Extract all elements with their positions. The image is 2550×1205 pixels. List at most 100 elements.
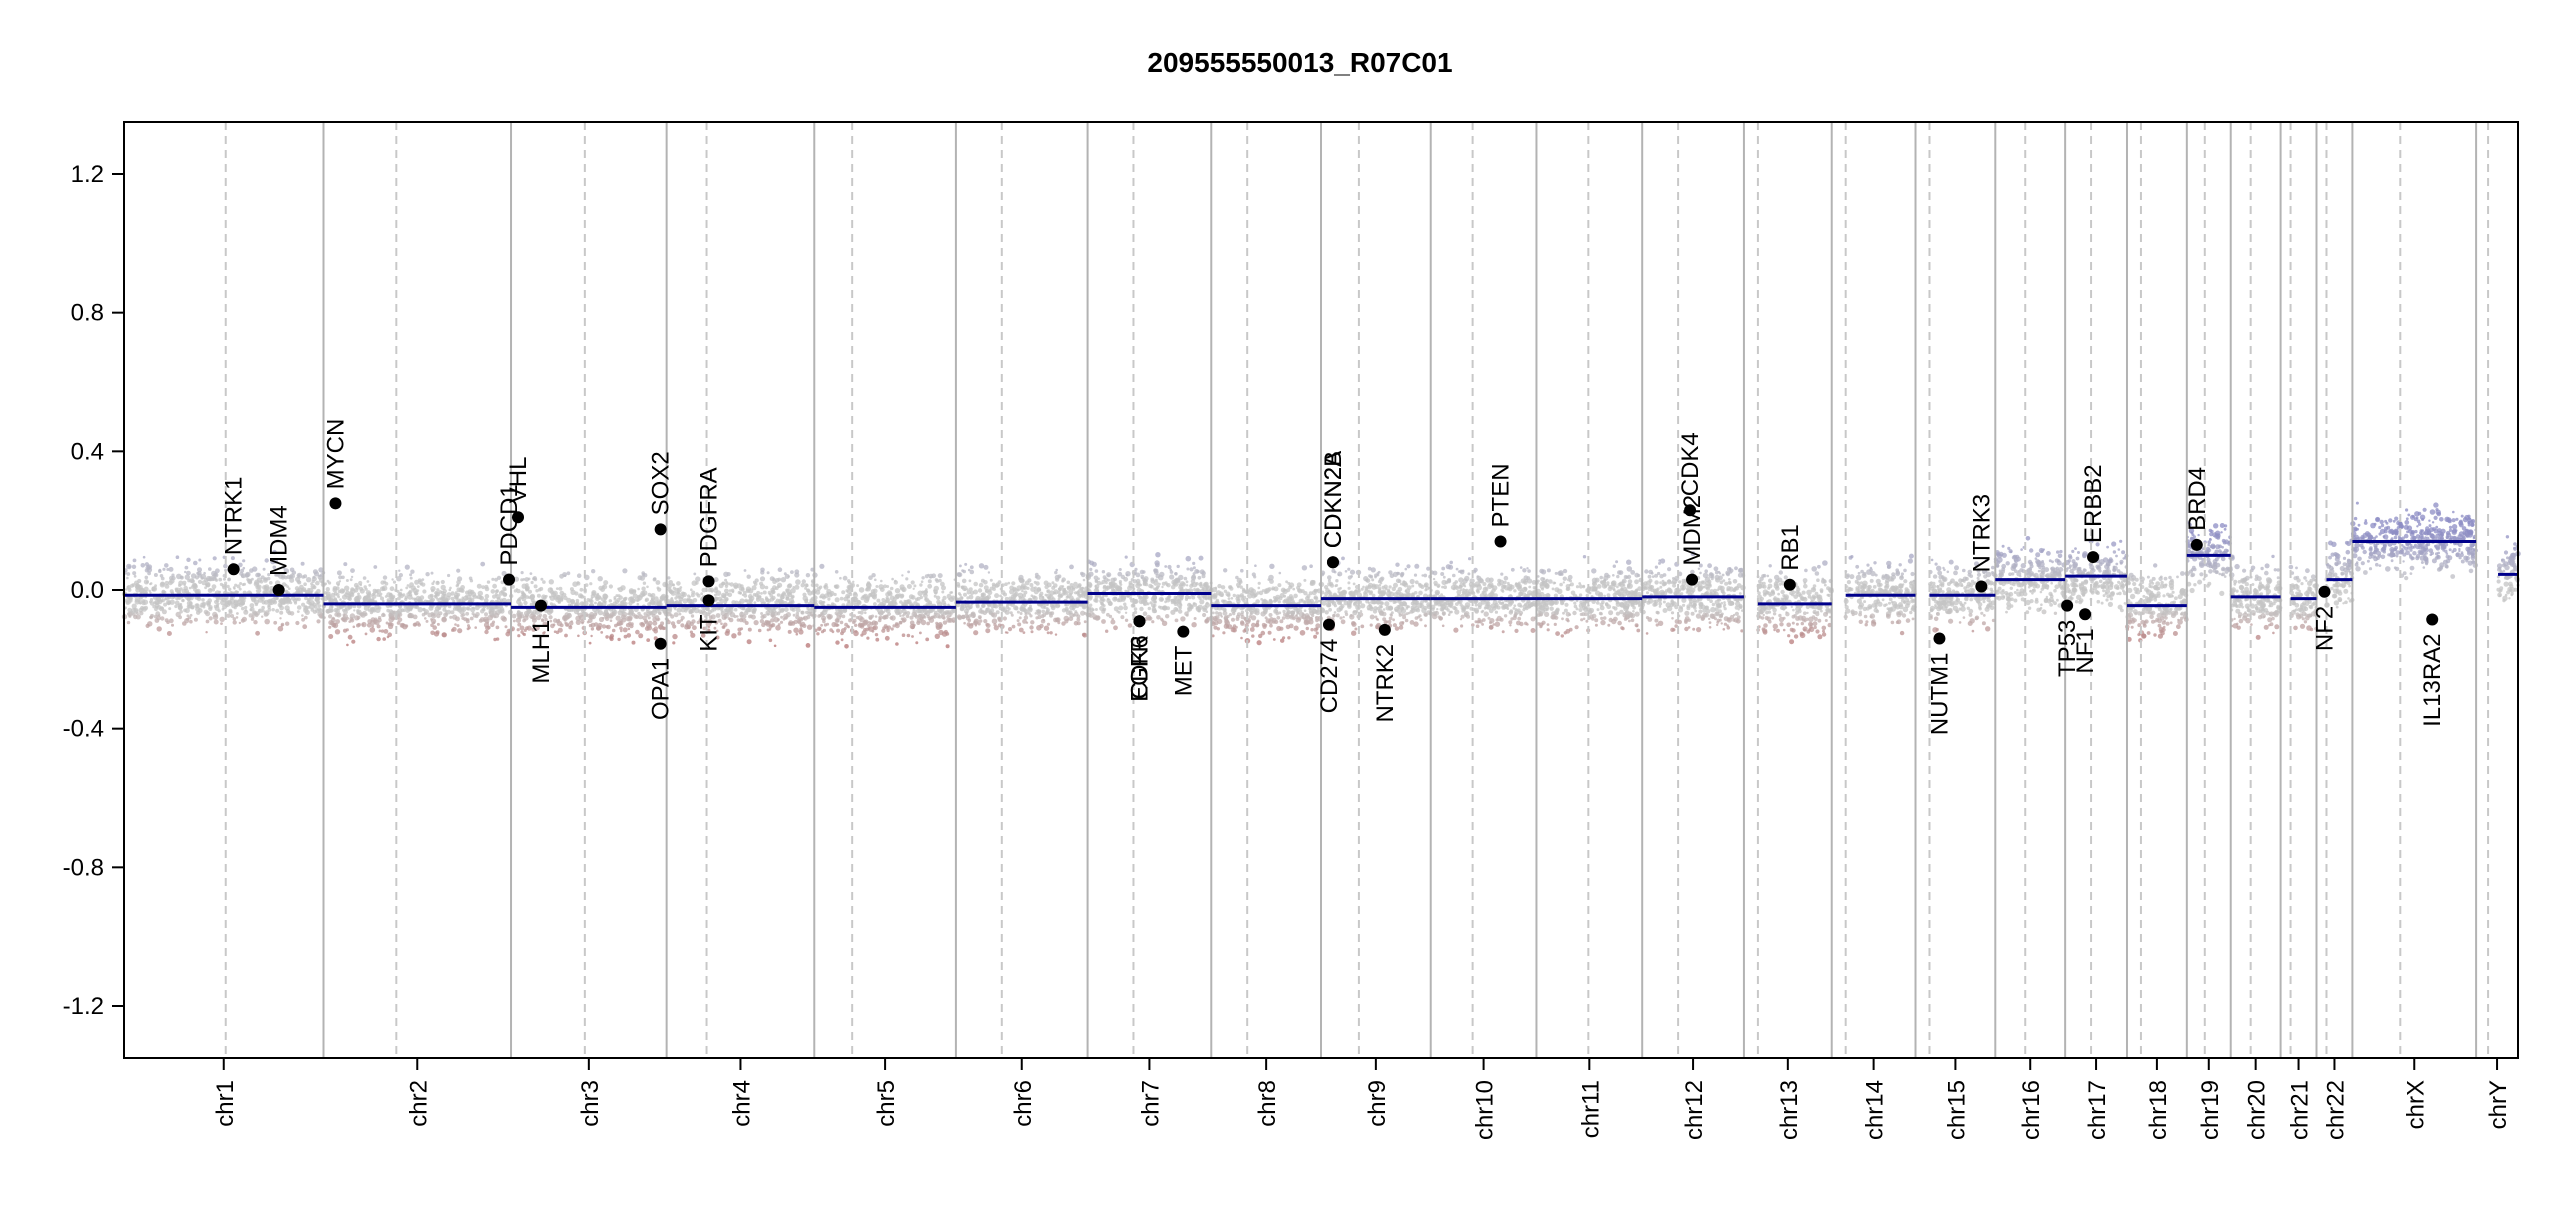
probe-dot (421, 612, 426, 617)
probe-dot (1458, 585, 1463, 590)
probe-dot (447, 573, 451, 578)
probe-dot (1396, 605, 1401, 609)
probe-dot (1054, 570, 1058, 575)
probe-dot (1066, 585, 1071, 590)
probe-dot (404, 597, 408, 601)
probe-dot (793, 627, 799, 634)
probe-dot (335, 586, 340, 591)
probe-dot (1315, 631, 1319, 635)
probe-dot (1283, 589, 1287, 592)
probe-dot (669, 613, 673, 616)
probe-dot (212, 556, 217, 561)
probe-dot (800, 610, 805, 615)
probe-dot (1110, 584, 1113, 587)
probe-dot (1392, 571, 1399, 578)
probe-dot (547, 587, 554, 593)
probe-dot (515, 588, 519, 591)
probe-dot (443, 612, 448, 618)
probe-dot (264, 618, 271, 625)
probe-dot (1371, 584, 1377, 590)
probe-dot (388, 622, 393, 626)
probe-dot (1464, 575, 1470, 582)
probe-dot (486, 607, 489, 610)
probe-dot (1563, 608, 1568, 613)
probe-dot (1279, 626, 1284, 631)
probe-dot (1442, 575, 1446, 579)
probe-dot (520, 571, 524, 575)
probe-dot (1554, 571, 1558, 575)
probe-dot (754, 578, 759, 583)
probe-dot (1077, 584, 1082, 589)
probe-dot (839, 596, 844, 601)
probe-dot (397, 614, 401, 618)
probe-dot (652, 620, 658, 626)
probe-dot (973, 618, 980, 625)
probe-dot (316, 619, 321, 624)
probe-dot (1004, 609, 1010, 615)
probe-dot (502, 592, 508, 597)
probe-dot (946, 614, 950, 619)
probe-dot (301, 614, 304, 617)
probe-dot (912, 587, 915, 590)
probe-dot (303, 605, 309, 611)
probe-dot (1477, 617, 1481, 621)
probe-dot (970, 622, 974, 626)
probe-dot (794, 569, 800, 575)
probe-dot (760, 612, 764, 615)
probe-dot (496, 597, 501, 601)
probe-dot (1019, 612, 1023, 615)
probe-dot (186, 614, 190, 618)
probe-dot (240, 568, 245, 573)
probe-dot (911, 611, 918, 617)
probe-dot (925, 637, 930, 642)
probe-dot (328, 614, 333, 619)
probe-dot (1510, 599, 1514, 604)
probe-dot (1046, 622, 1051, 626)
probe-dot (523, 628, 527, 633)
probe-dot (484, 612, 488, 617)
probe-dot (1260, 611, 1266, 617)
probe-dot (280, 622, 285, 627)
probe-dot (1133, 607, 1138, 611)
probe-dot (442, 588, 447, 594)
probe-dot (921, 576, 925, 580)
probe-dot (969, 565, 974, 570)
probe-dot (143, 586, 149, 592)
probe-dot (891, 577, 894, 581)
probe-dot (1434, 611, 1440, 616)
probe-dot (1473, 607, 1479, 613)
probe-dot (938, 625, 943, 629)
probe-dot (1418, 614, 1422, 618)
probe-dot (1513, 589, 1517, 593)
probe-dot (748, 598, 754, 604)
probe-dot (1167, 564, 1172, 570)
probe-dot (617, 637, 621, 642)
probe-dot (620, 629, 623, 633)
probe-dot (904, 611, 908, 615)
probe-dot (1142, 611, 1148, 616)
probe-dot (841, 590, 846, 595)
probe-dot (1398, 625, 1404, 630)
probe-dot (1269, 600, 1274, 604)
probe-dot (672, 641, 676, 645)
probe-dot (1193, 588, 1197, 591)
probe-dot (602, 584, 608, 590)
probe-dot (288, 587, 291, 590)
probe-dot (306, 577, 312, 583)
probe-dot (789, 606, 794, 611)
probe-dot (1313, 634, 1318, 639)
probe-dot (1233, 609, 1237, 613)
probe-dot (1354, 627, 1358, 631)
probe-dot (1273, 586, 1279, 592)
probe-dot (475, 612, 480, 617)
probe-dot (977, 588, 983, 593)
probe-dot (1170, 609, 1176, 615)
probe-dot (921, 617, 924, 620)
probe-dot (627, 627, 631, 631)
probe-dot (364, 632, 368, 636)
probe-dot (1385, 605, 1391, 611)
probe-dot (333, 607, 339, 613)
probe-dot (1065, 595, 1069, 599)
probe-dot (230, 556, 235, 561)
probe-dot (1256, 619, 1260, 623)
